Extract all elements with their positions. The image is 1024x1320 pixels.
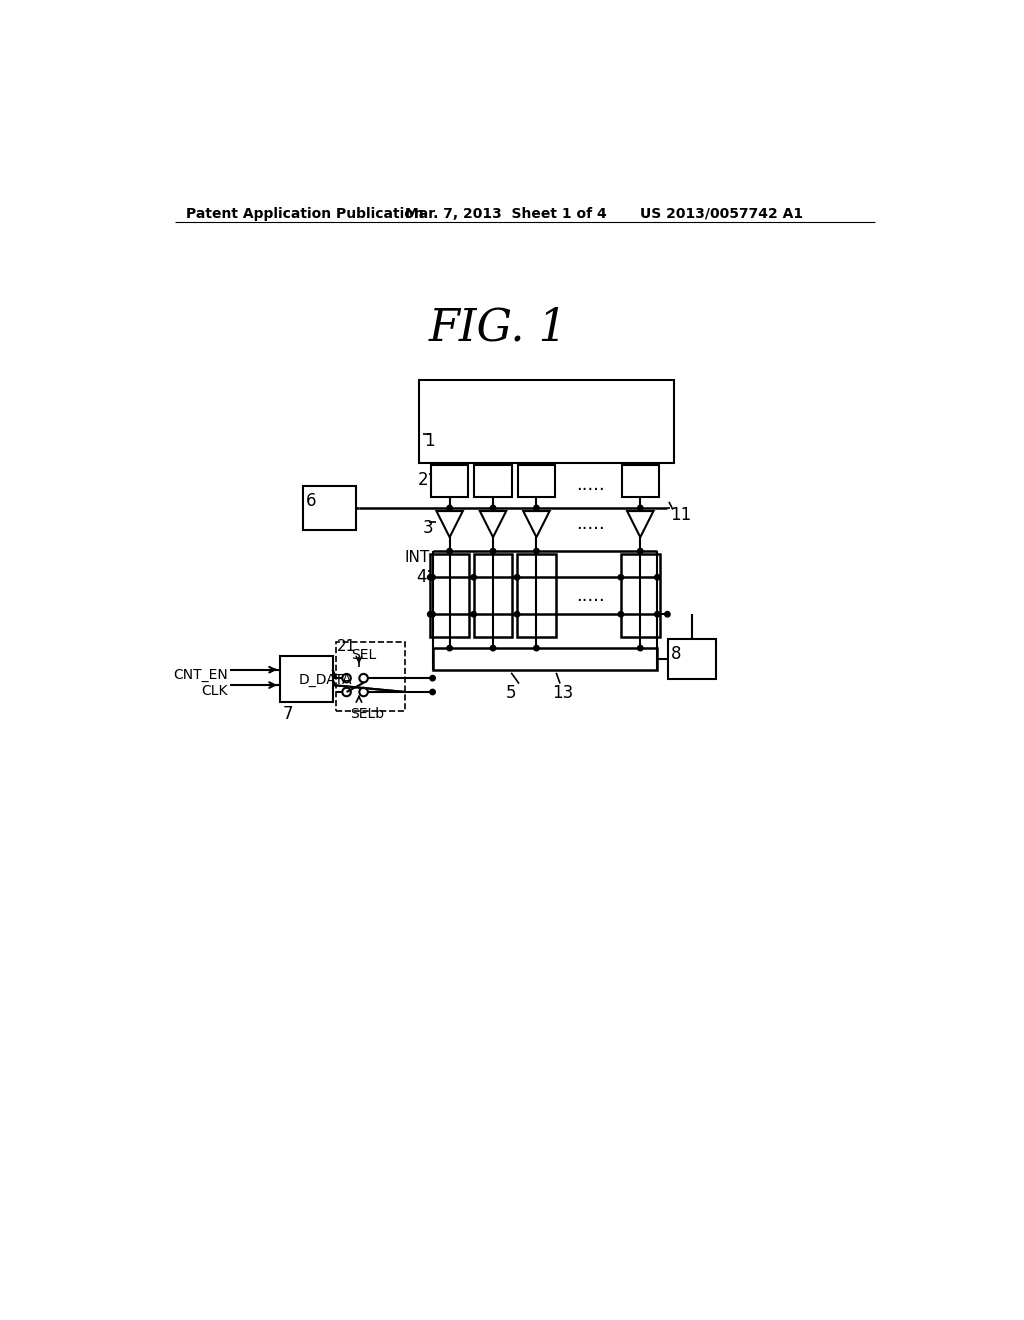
Circle shape — [534, 548, 540, 554]
Circle shape — [430, 676, 435, 681]
Text: 11: 11 — [671, 507, 692, 524]
Text: 4: 4 — [417, 568, 427, 586]
Bar — [431, 465, 468, 498]
Text: Patent Application Publication: Patent Application Publication — [186, 207, 424, 220]
Circle shape — [638, 645, 643, 651]
Text: 1: 1 — [424, 432, 434, 450]
Bar — [336, 642, 406, 711]
Circle shape — [654, 574, 660, 579]
Text: US 2013/0057742 A1: US 2013/0057742 A1 — [640, 207, 803, 220]
Text: 7: 7 — [283, 705, 294, 723]
Text: 5: 5 — [506, 684, 516, 701]
Circle shape — [638, 548, 643, 554]
Circle shape — [618, 574, 624, 579]
Circle shape — [428, 574, 433, 579]
Circle shape — [534, 645, 540, 651]
Bar — [280, 656, 333, 702]
Circle shape — [665, 611, 670, 616]
Text: SELb: SELb — [349, 706, 384, 721]
Circle shape — [490, 645, 496, 651]
Text: FIG. 1: FIG. 1 — [429, 306, 567, 350]
Circle shape — [514, 611, 520, 616]
Bar — [419, 380, 675, 463]
Circle shape — [490, 506, 496, 511]
Circle shape — [490, 548, 496, 554]
Bar — [518, 465, 555, 498]
Circle shape — [430, 611, 435, 616]
Bar — [303, 486, 356, 531]
Polygon shape — [627, 511, 653, 537]
Circle shape — [534, 506, 540, 511]
Circle shape — [471, 611, 476, 616]
Circle shape — [471, 574, 476, 579]
Circle shape — [446, 548, 453, 554]
Circle shape — [446, 506, 453, 511]
Text: 6: 6 — [306, 492, 316, 510]
Circle shape — [514, 574, 520, 579]
Text: 8: 8 — [672, 645, 682, 663]
Bar — [474, 554, 512, 638]
Circle shape — [618, 611, 624, 616]
Text: .....: ..... — [577, 477, 605, 494]
Text: .....: ..... — [577, 587, 605, 605]
Polygon shape — [436, 511, 463, 537]
Bar — [517, 554, 556, 638]
Circle shape — [428, 611, 433, 616]
Text: 2: 2 — [418, 471, 428, 488]
Text: 13: 13 — [552, 684, 573, 701]
Polygon shape — [480, 511, 506, 537]
Text: D_DATA: D_DATA — [299, 673, 352, 686]
Bar — [430, 554, 469, 638]
Text: Mar. 7, 2013  Sheet 1 of 4: Mar. 7, 2013 Sheet 1 of 4 — [406, 207, 607, 220]
Circle shape — [638, 506, 643, 511]
Circle shape — [430, 574, 435, 579]
Bar — [622, 465, 658, 498]
Bar — [669, 639, 716, 678]
Text: .....: ..... — [577, 515, 605, 533]
Bar — [474, 465, 512, 498]
Bar — [432, 648, 657, 669]
Text: 21: 21 — [337, 639, 356, 653]
Text: CNT_EN: CNT_EN — [173, 668, 228, 682]
Circle shape — [446, 645, 453, 651]
Text: CLK: CLK — [202, 684, 228, 697]
Circle shape — [654, 611, 660, 616]
Bar — [621, 554, 659, 638]
Text: SEL: SEL — [351, 648, 377, 663]
Text: INT: INT — [404, 549, 429, 565]
Text: 3: 3 — [423, 519, 433, 537]
Polygon shape — [523, 511, 550, 537]
Circle shape — [430, 689, 435, 694]
